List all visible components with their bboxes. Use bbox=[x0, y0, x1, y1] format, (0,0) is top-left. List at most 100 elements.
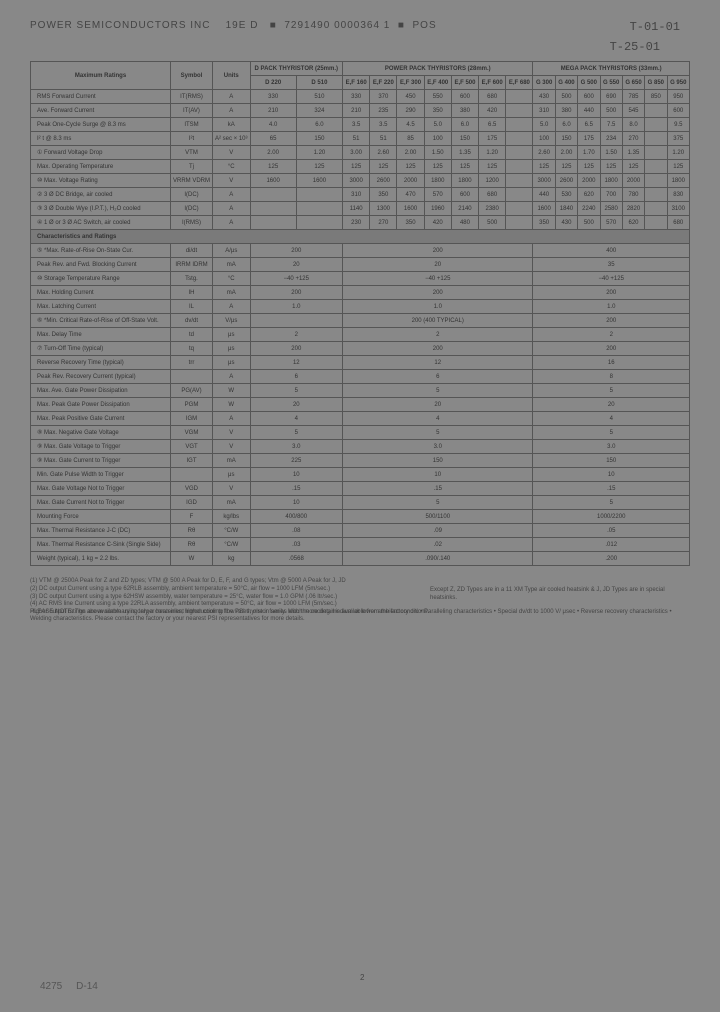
row-symbol: IGM bbox=[171, 412, 213, 426]
row-units: A bbox=[213, 188, 251, 202]
row-label: Min. Gate Pulse Width to Trigger bbox=[31, 468, 171, 482]
cell: 600 bbox=[578, 90, 600, 104]
table-row: ⑨ Max. Gate Current to TriggerIGTmA22515… bbox=[31, 454, 690, 468]
cell: 2600 bbox=[370, 174, 397, 188]
row-label: Max. Peak Gate Power Dissipation bbox=[31, 398, 171, 412]
cell: .09 bbox=[343, 524, 533, 538]
cell: 530 bbox=[555, 188, 577, 202]
cell: 2000 bbox=[578, 174, 600, 188]
row-symbol: VRRM VDRM bbox=[171, 174, 213, 188]
cell: 1800 bbox=[600, 174, 622, 188]
cell: 200 bbox=[250, 286, 343, 300]
cell: 4.5 bbox=[397, 118, 424, 132]
cell: 200 bbox=[343, 342, 533, 356]
row-symbol: IL bbox=[171, 300, 213, 314]
table-row: Max. Gate Voltage Not to TriggerVGDV.15.… bbox=[31, 482, 690, 496]
cell: 6.0 bbox=[296, 118, 342, 132]
row-label: RMS Forward Current bbox=[31, 90, 171, 104]
row-symbol bbox=[171, 468, 213, 482]
cell: 5 bbox=[250, 426, 343, 440]
cell: 3000 bbox=[533, 174, 555, 188]
col-header: G 950 bbox=[667, 76, 689, 90]
cell: 20 bbox=[250, 258, 343, 272]
cell: 1600 bbox=[533, 202, 555, 216]
row-units: V/μs bbox=[213, 314, 251, 328]
cell: 2000 bbox=[397, 174, 424, 188]
row-label: Max. Latching Current bbox=[31, 300, 171, 314]
cell: 200 bbox=[343, 286, 533, 300]
cell: 230 bbox=[343, 216, 370, 230]
cell: 5 bbox=[533, 384, 690, 398]
row-symbol: VTM bbox=[171, 146, 213, 160]
table-row: ⑩ Max. Voltage RatingVRRM VDRMV160016003… bbox=[31, 174, 690, 188]
cell: 12 bbox=[343, 356, 533, 370]
col-header: E,F 600 bbox=[479, 76, 506, 90]
cell bbox=[506, 216, 533, 230]
cell bbox=[250, 202, 296, 216]
row-symbol: IH bbox=[171, 286, 213, 300]
row-label: ③ 3 Ø Double Wye (I.P.T.), H₂O cooled bbox=[31, 202, 171, 216]
table-row: ⑤ *Max. Rate-of-Rise On-State Cur.di/dtA… bbox=[31, 244, 690, 258]
row-symbol: I²t bbox=[171, 132, 213, 146]
cell: 350 bbox=[397, 216, 424, 230]
table-row: Max. Thermal Resistance C-Sink (Single S… bbox=[31, 538, 690, 552]
cell: 10 bbox=[533, 468, 690, 482]
cell: 290 bbox=[397, 104, 424, 118]
row-units: mA bbox=[213, 454, 251, 468]
header-line: POWER SEMICONDUCTORS INC 19E D ■ 7291490… bbox=[30, 20, 690, 31]
max-ratings-header: Maximum Ratings bbox=[31, 62, 171, 90]
cell: 324 bbox=[296, 104, 342, 118]
row-label: Ave. Forward Current bbox=[31, 104, 171, 118]
table-row: ⑩ Storage Temperature RangeTstg.°C−40 +1… bbox=[31, 272, 690, 286]
group-powerpack: POWER PACK THYRISTORS (28mm.) bbox=[343, 62, 533, 76]
cell: 125 bbox=[343, 160, 370, 174]
col-header: E,F 300 bbox=[397, 76, 424, 90]
row-symbol: di/dt bbox=[171, 244, 213, 258]
row-label: ⑥ *Min. Critical Rate-of-Rise of Off-Sta… bbox=[31, 314, 171, 328]
cell: 500 bbox=[479, 216, 506, 230]
page-number: 2 bbox=[360, 973, 364, 982]
cell: 2140 bbox=[451, 202, 478, 216]
cell: 10 bbox=[250, 496, 343, 510]
row-units: mA bbox=[213, 286, 251, 300]
table-row: Weight (typical), 1 kg = 2.2 lbs.Wkg.056… bbox=[31, 552, 690, 566]
row-units: kg/lbs bbox=[213, 510, 251, 524]
row-symbol: VGT bbox=[171, 440, 213, 454]
cell: 100 bbox=[533, 132, 555, 146]
cell: 350 bbox=[370, 188, 397, 202]
cell: 20 bbox=[250, 398, 343, 412]
cell: .0568 bbox=[250, 552, 343, 566]
cell: 3.0 bbox=[343, 440, 533, 454]
row-units: °C bbox=[213, 160, 251, 174]
row-units: A bbox=[213, 90, 251, 104]
row-label: ⑩ Max. Voltage Rating bbox=[31, 174, 171, 188]
row-label: Weight (typical), 1 kg = 2.2 lbs. bbox=[31, 552, 171, 566]
cell bbox=[506, 160, 533, 174]
col-header: D 220 bbox=[250, 76, 296, 90]
cell: 400 bbox=[533, 244, 690, 258]
col-header: G 400 bbox=[555, 76, 577, 90]
cell: 830 bbox=[667, 188, 689, 202]
col-header: E,F 500 bbox=[451, 76, 478, 90]
cell: 8 bbox=[533, 370, 690, 384]
cell: 480 bbox=[451, 216, 478, 230]
cell: 6.0 bbox=[555, 118, 577, 132]
handwritten-1: T-01-01 bbox=[630, 20, 680, 34]
table-row: Reverse Recovery Time (typical)trrμs1212… bbox=[31, 356, 690, 370]
cell: 570 bbox=[600, 216, 622, 230]
cell: 16 bbox=[533, 356, 690, 370]
cell: 65 bbox=[250, 132, 296, 146]
cell: 5 bbox=[533, 496, 690, 510]
col-header: G 550 bbox=[600, 76, 622, 90]
table-row: Max. Latching CurrentILA1.01.01.0 bbox=[31, 300, 690, 314]
cell bbox=[506, 132, 533, 146]
cell: 2 bbox=[343, 328, 533, 342]
table-row: Max. Thermal Resistance J-C (DC)Rθ°C/W.0… bbox=[31, 524, 690, 538]
row-symbol: I(DC) bbox=[171, 202, 213, 216]
company-name: POWER SEMICONDUCTORS INC bbox=[30, 20, 211, 31]
cell: 2580 bbox=[600, 202, 622, 216]
row-label: Peak One-Cycle Surge @ 8.3 ms bbox=[31, 118, 171, 132]
cell: 125 bbox=[600, 160, 622, 174]
row-units: W bbox=[213, 398, 251, 412]
cell: 3000 bbox=[343, 174, 370, 188]
